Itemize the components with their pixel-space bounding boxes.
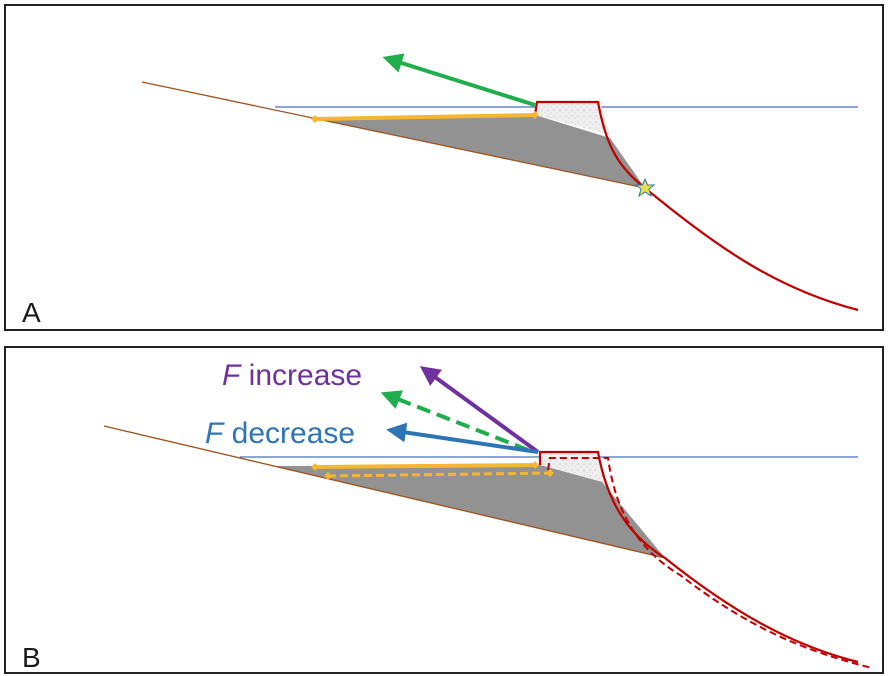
force-arrow	[392, 60, 535, 105]
figure: A F increase F decrease B	[0, 0, 888, 676]
variable: F	[222, 359, 242, 392]
panel-a: A	[5, 5, 883, 330]
force-line	[315, 465, 535, 467]
variable: F	[205, 417, 225, 450]
annotation: F decrease	[205, 417, 355, 450]
panel-frame	[5, 347, 883, 673]
annotation-text: decrease	[232, 417, 355, 450]
annotation: F increase	[222, 359, 362, 392]
panel-b: F increase F decrease B	[5, 347, 883, 673]
panel-label: A	[22, 297, 41, 328]
panel-frame	[5, 5, 883, 330]
panel-label: B	[22, 642, 41, 673]
annotation-text: increase	[249, 359, 362, 392]
